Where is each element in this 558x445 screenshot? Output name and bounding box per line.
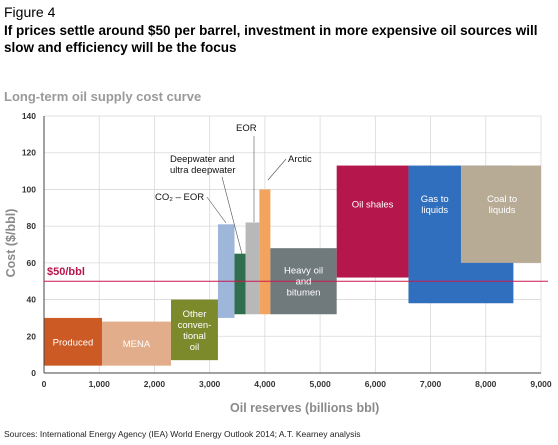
bar-label-1: MENA (123, 339, 151, 350)
leader-line-3 (206, 196, 227, 224)
x-tick-label: 7,000 (420, 379, 442, 389)
y-tick-label: 60 (27, 258, 37, 268)
bar-6 (259, 189, 271, 315)
bar-0 (44, 317, 102, 366)
bar-8 (336, 165, 409, 278)
bar-label-layer: Produced MENA Other conven-tional oil Heavy o… (53, 123, 517, 353)
bar-5 (245, 222, 260, 315)
bar-3 (217, 224, 235, 318)
leader-line-4 (221, 176, 243, 255)
reference-layer: $50/bbl (44, 266, 548, 282)
x-tick-label: 5,000 (309, 379, 331, 389)
y-tick-label: 100 (22, 184, 36, 194)
leader-line-6 (267, 158, 287, 181)
annotation-3: CO₂ – EOR (155, 192, 204, 203)
bar-label-9: Gas to liquids (421, 194, 449, 216)
x-tick-label: 8,000 (475, 379, 497, 389)
x-tick-label: 1,000 (89, 379, 111, 389)
bar-label-0: Produced (53, 337, 94, 348)
y-tick-label: 40 (27, 295, 37, 305)
annotation-4: Deepwater and ultra deepwater (170, 154, 235, 176)
y-tick-label: 0 (31, 368, 36, 378)
bar-label-2: Other conven-tional oil (178, 309, 212, 353)
axis-layer: Oil reserves (billions bbl) Cost ($/bbl)… (4, 111, 552, 415)
bar-1 (101, 321, 172, 366)
bar-10 (460, 165, 541, 263)
reference-line-label: $50/bbl (47, 266, 85, 278)
bar-2 (171, 299, 218, 361)
x-tick-label: 4,000 (254, 379, 276, 389)
annotation-5: EOR (236, 123, 257, 134)
bar-4 (234, 253, 246, 315)
x-tick-label: 2,000 (144, 379, 166, 389)
y-tick-label: 20 (27, 331, 37, 341)
bar-label-8: Oil shales (352, 200, 394, 211)
headline: If prices settle around $50 per barrel, … (4, 23, 538, 55)
y-tick-label: 140 (22, 111, 36, 121)
sources-note: Sources: International Energy Agency (IE… (4, 429, 361, 439)
figure-label: Figure 4 (4, 4, 56, 20)
annotation-6: Arctic (288, 154, 312, 165)
y-tick-label: 120 (22, 148, 36, 158)
x-tick-label: 3,000 (199, 379, 221, 389)
x-axis-title: Oil reserves (billions bbl) (230, 401, 379, 415)
bar-layer (44, 165, 541, 366)
x-tick-label: 9,000 (530, 379, 552, 389)
x-tick-label: 0 (42, 379, 47, 389)
x-tick-label: 6,000 (365, 379, 387, 389)
bar-label-7: Heavy oil and bitumen (284, 266, 323, 299)
bar-label-10: Coal to liquids (487, 194, 517, 216)
y-tick-label: 80 (27, 221, 37, 231)
chart-title: Long-term oil supply cost curve (4, 89, 202, 104)
y-axis-title: Cost ($/bbl) (4, 209, 18, 278)
